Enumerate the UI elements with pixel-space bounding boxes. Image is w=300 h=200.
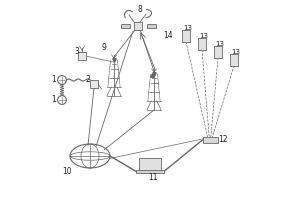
Text: 12: 12	[218, 136, 228, 144]
Bar	[230, 54, 238, 66]
Text: 8: 8	[137, 5, 142, 14]
Bar	[136, 170, 164, 173]
Text: 13: 13	[216, 41, 225, 47]
Text: 14: 14	[163, 31, 172, 40]
Bar	[202, 137, 217, 143]
Bar	[90, 80, 98, 88]
Text: 13: 13	[232, 49, 241, 55]
Text: 10: 10	[62, 168, 72, 176]
Bar	[214, 46, 222, 58]
Bar	[134, 22, 142, 30]
Bar	[139, 158, 161, 171]
Text: 11: 11	[148, 172, 158, 182]
Text: 2: 2	[86, 74, 91, 84]
Text: 9: 9	[101, 44, 106, 52]
Bar	[78, 52, 86, 60]
Text: 1: 1	[51, 95, 56, 104]
Text: 13: 13	[184, 25, 193, 31]
Text: 1: 1	[51, 74, 56, 84]
Bar	[146, 24, 155, 28]
Text: 13: 13	[200, 33, 208, 39]
Bar	[182, 30, 190, 42]
Bar	[198, 38, 206, 49]
Bar	[121, 24, 130, 28]
Text: 3: 3	[74, 46, 79, 55]
